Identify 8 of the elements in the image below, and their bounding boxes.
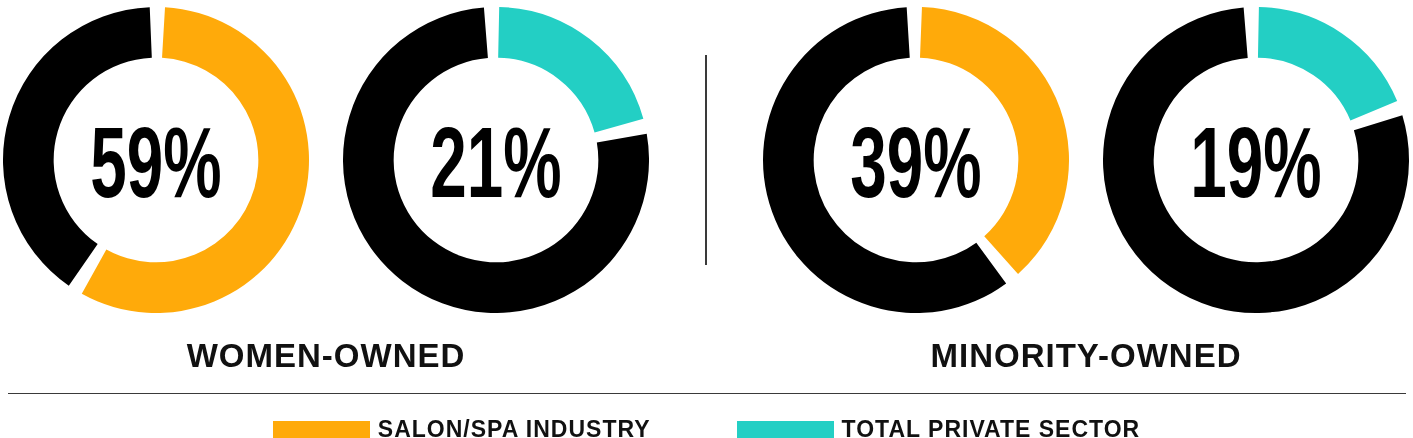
text: 39% — [850, 105, 982, 218]
legend-label: SALON/SPA INDUSTRY — [377, 416, 651, 438]
text: 59% — [90, 105, 222, 218]
text: 21% — [430, 105, 562, 218]
legend-label: TOTAL PRIVATE SECTOR — [841, 416, 1141, 438]
text: 19% — [1190, 105, 1322, 218]
text: MINORITY-OWNED — [930, 337, 1242, 374]
text: WOMEN-OWNED — [186, 337, 466, 374]
